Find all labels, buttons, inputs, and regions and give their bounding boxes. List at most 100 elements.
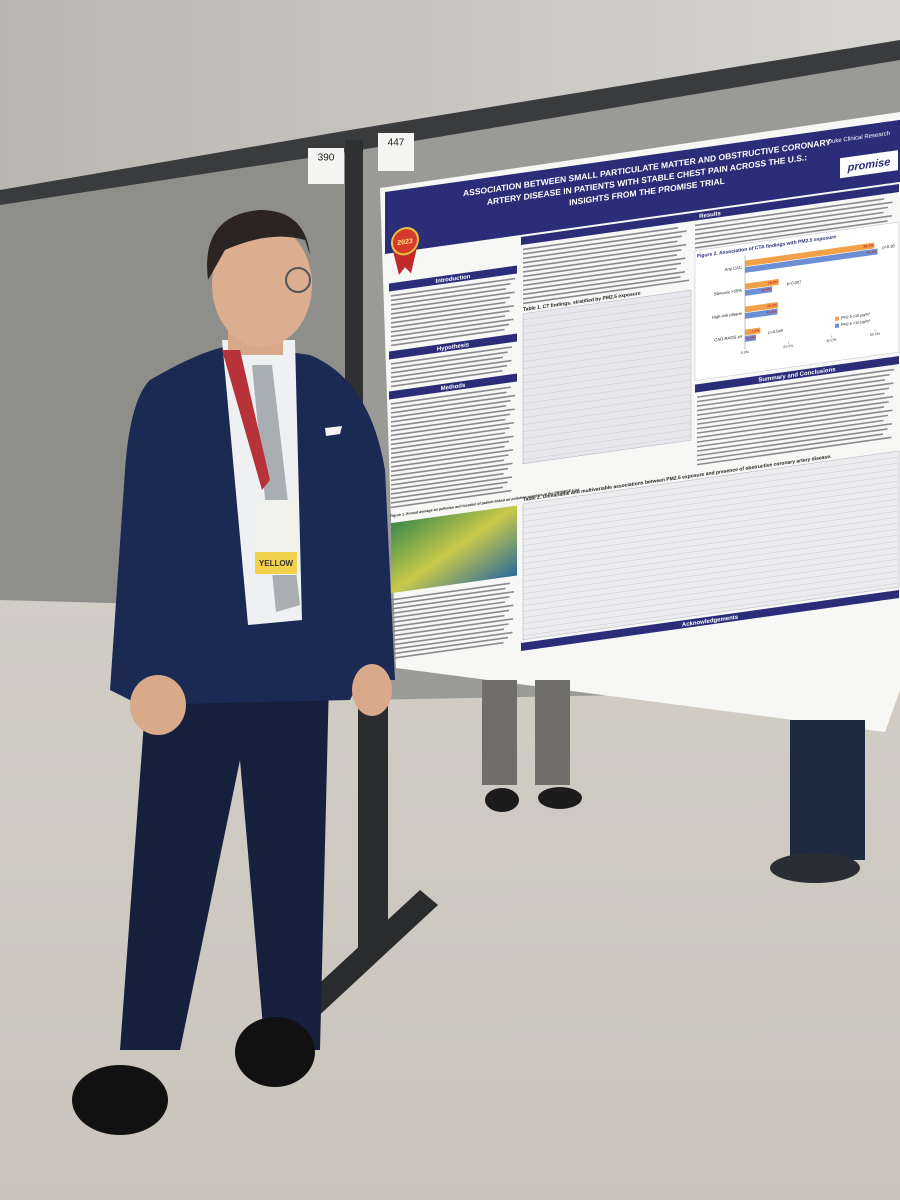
text-line	[391, 481, 508, 500]
text-line	[697, 387, 889, 416]
value-label: 15.0%	[767, 309, 778, 314]
poster-header	[385, 119, 900, 254]
booth-number: 390	[318, 153, 335, 164]
table-rule	[523, 462, 899, 516]
section-header	[695, 356, 899, 393]
text-line	[391, 628, 504, 646]
table-rule	[523, 540, 899, 594]
text-line	[523, 262, 681, 287]
text-line	[391, 364, 507, 383]
text-line	[391, 296, 510, 315]
value-label: 7.1%	[751, 328, 760, 333]
table-rule	[523, 400, 691, 425]
section-header	[521, 184, 899, 245]
section-header	[389, 333, 517, 360]
award-year: 2023	[397, 238, 413, 247]
text-line	[391, 614, 505, 633]
table-rule	[523, 421, 691, 446]
text-line	[391, 399, 511, 419]
shoe	[485, 788, 519, 812]
text-line	[391, 418, 506, 437]
presenter: YELLOW	[72, 210, 395, 1135]
table-rule	[523, 486, 899, 540]
text-line	[697, 382, 894, 412]
table-rule	[523, 546, 899, 600]
hair	[207, 210, 310, 280]
text-line	[391, 301, 506, 320]
table-rule	[523, 552, 899, 606]
table-rule	[523, 414, 691, 439]
bar	[745, 286, 773, 296]
award-medal	[391, 227, 419, 256]
stand-foot	[296, 890, 438, 1022]
text-line	[391, 476, 512, 495]
logo-box	[840, 150, 898, 179]
text-line	[695, 206, 888, 236]
text-line	[391, 370, 503, 388]
text-line	[391, 432, 505, 450]
text-line	[695, 211, 884, 240]
table-rule	[523, 564, 899, 618]
table-rule	[523, 344, 691, 369]
shoe	[72, 1065, 168, 1135]
table-rule	[523, 558, 899, 612]
text-line	[391, 310, 510, 329]
text-line	[391, 631, 513, 651]
bar	[745, 308, 778, 319]
text-line	[523, 248, 682, 273]
text-line	[697, 368, 894, 398]
table-rule	[523, 474, 899, 528]
text-line	[695, 198, 884, 227]
text-line	[391, 590, 514, 610]
legend-label: PM2.5 <10 µg/m³	[841, 319, 871, 327]
text-line	[391, 421, 514, 441]
text-line	[391, 288, 506, 306]
text-line	[391, 394, 515, 414]
y-tick-label: Any CAC	[725, 265, 742, 272]
text-line	[523, 226, 678, 251]
table-rule	[523, 365, 691, 390]
text-line	[391, 346, 512, 365]
text-line	[391, 427, 510, 446]
text-line	[697, 392, 885, 421]
section-title: Hypothesis	[437, 342, 470, 353]
value-label: 15.2%	[767, 303, 778, 308]
text-line	[523, 243, 686, 269]
legend-swatch	[835, 323, 839, 328]
text-line	[697, 401, 889, 430]
table-rule	[523, 528, 899, 582]
text-line	[391, 291, 515, 311]
text-line	[391, 277, 515, 297]
text-line	[697, 406, 884, 434]
text-line	[391, 609, 509, 628]
table-rule	[523, 379, 691, 404]
table-rule	[523, 504, 899, 558]
x-tick-label: 0.0%	[741, 350, 750, 355]
face	[212, 223, 312, 347]
table-rule	[523, 351, 691, 376]
text-line	[391, 587, 506, 606]
text-line	[523, 267, 677, 291]
shoe	[538, 787, 582, 809]
text-line	[523, 257, 686, 282]
text-line	[697, 378, 885, 407]
shoe	[235, 1017, 315, 1087]
table-rule	[523, 480, 899, 534]
text-line	[391, 459, 504, 477]
table	[522, 289, 692, 464]
x-tick-label: 60.0%	[870, 332, 881, 338]
text-line	[391, 318, 514, 338]
text-line	[391, 467, 508, 486]
text-line	[391, 413, 510, 432]
text-line	[391, 359, 512, 379]
text-line	[391, 351, 508, 370]
table-rule	[523, 456, 899, 510]
bar	[745, 334, 757, 342]
text-line	[697, 395, 893, 425]
section-header	[521, 590, 899, 651]
value-label: 15.6%	[768, 280, 779, 285]
text-line	[391, 582, 510, 601]
bar	[745, 248, 878, 273]
text-line	[523, 254, 677, 278]
text-line	[523, 235, 682, 260]
